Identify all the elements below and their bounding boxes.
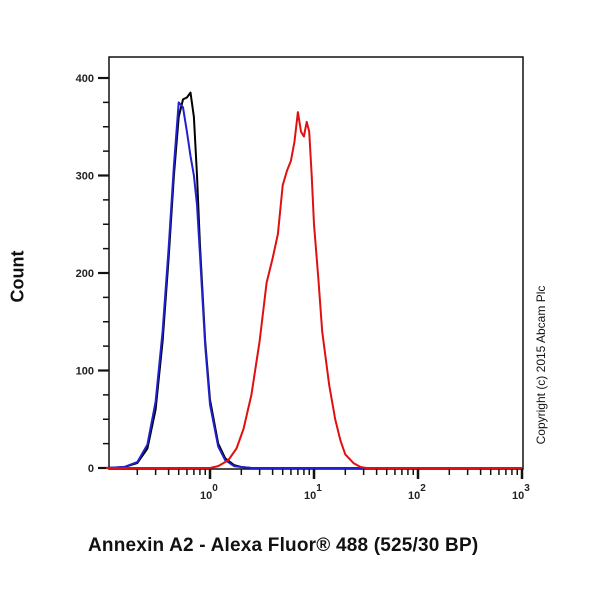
copyright-annotation: Copyright (c) 2015 Abcam Plc bbox=[534, 285, 548, 445]
series-line-0 bbox=[105, 91, 522, 469]
y-tick-label: 400 bbox=[76, 73, 94, 85]
y-axis: 0 100 200 300 400 bbox=[76, 73, 109, 475]
series-line-2 bbox=[106, 111, 522, 469]
x-axis-label: Annexin A2 - Alexa Fluor® 488 (525/30 BP… bbox=[88, 535, 479, 556]
y-tick-label: 200 bbox=[76, 268, 94, 280]
y-axis-label: Count bbox=[7, 250, 28, 303]
series-group bbox=[105, 91, 522, 469]
series-line-1 bbox=[105, 101, 522, 469]
x-tick-label: 101 bbox=[304, 483, 322, 502]
x-axis: 100 101 102 103 bbox=[136, 469, 530, 502]
x-tick-label: 100 bbox=[200, 483, 218, 502]
x-tick-label: 102 bbox=[408, 483, 426, 502]
x-tick-label: 103 bbox=[512, 483, 530, 502]
plot-frame bbox=[108, 56, 524, 470]
y-tick-label: 100 bbox=[76, 366, 94, 378]
y-tick-label: 0 bbox=[88, 463, 94, 475]
y-tick-label: 300 bbox=[76, 171, 94, 183]
